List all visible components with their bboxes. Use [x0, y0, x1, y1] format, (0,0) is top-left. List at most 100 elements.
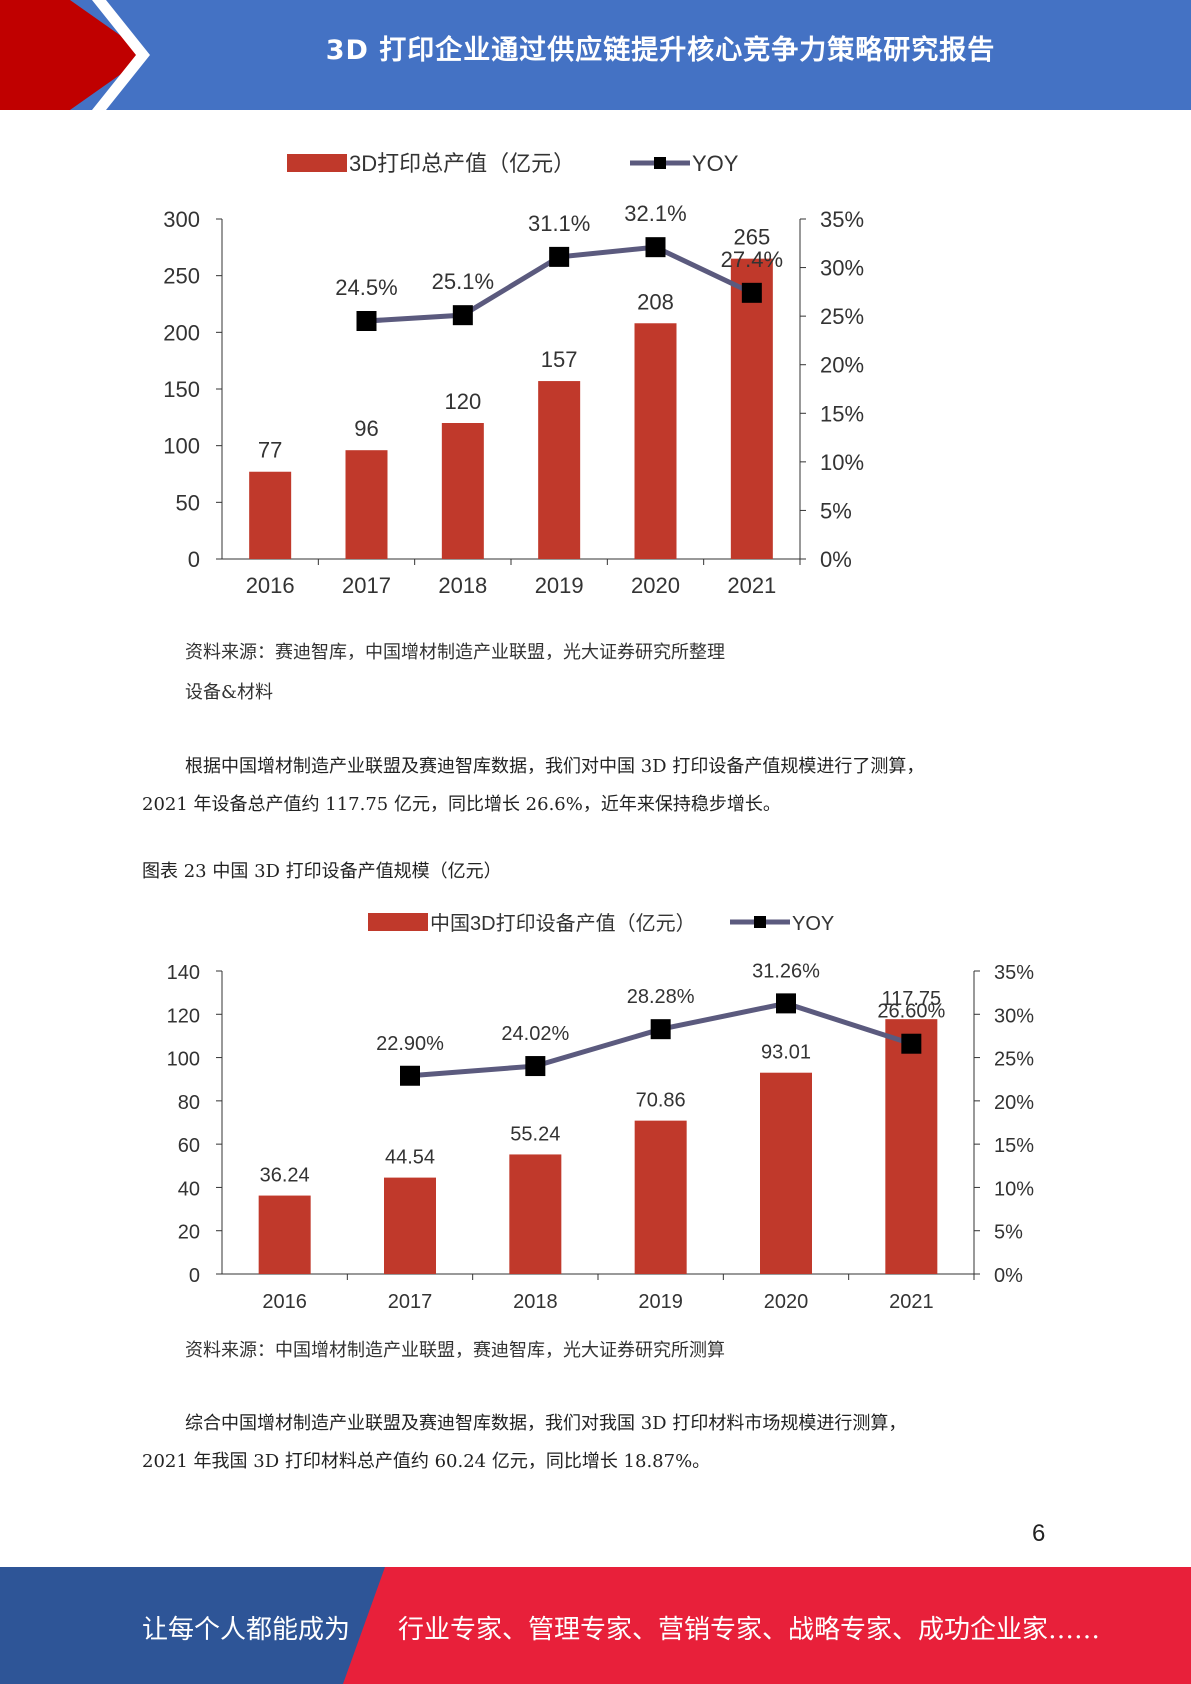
y-tick-label-left: 250: [163, 264, 200, 289]
yoy-marker: [650, 1019, 671, 1040]
x-tick-label: 2019: [535, 573, 584, 598]
y-tick-label-right: 5%: [994, 1222, 1023, 1244]
legend-line-marker: [654, 157, 666, 169]
legend-line-label: YOY: [692, 151, 739, 176]
yoy-value-label: 24.02%: [501, 1023, 569, 1045]
y-tick-label-left: 20: [178, 1222, 200, 1244]
yoy-value-label: 32.1%: [624, 201, 686, 226]
bar: [509, 1154, 562, 1274]
section-heading: 设备&材料: [185, 682, 274, 703]
y-tick-label-right: 15%: [994, 1135, 1034, 1157]
footer-slogan-right: 行业专家、管理专家、营销专家、战略专家、成功企业家……: [398, 1615, 1101, 1645]
legend-line-label: YOY: [792, 913, 834, 935]
yoy-marker: [549, 246, 570, 267]
x-tick-label: 2021: [727, 573, 776, 598]
bar-value-label: 70.86: [636, 1090, 686, 1112]
y-tick-label-right: 25%: [820, 304, 864, 329]
bar: [538, 381, 581, 559]
y-tick-label-left: 120: [167, 1005, 200, 1027]
y-tick-label-right: 30%: [820, 256, 864, 281]
yoy-marker: [452, 305, 473, 326]
y-tick-label-left: 200: [163, 320, 200, 345]
y-tick-label-left: 300: [163, 207, 200, 232]
y-tick-label-left: 100: [167, 1049, 200, 1071]
source-note-2: 资料来源：中国增材制造产业联盟，赛迪智库，光大证券研究所测算: [185, 1340, 725, 1361]
bar-value-label: 36.24: [260, 1165, 310, 1187]
y-tick-label-left: 140: [167, 962, 200, 984]
yoy-marker: [776, 993, 796, 1014]
yoy-value-label: 22.90%: [376, 1033, 444, 1055]
bar: [634, 1120, 687, 1274]
y-tick-label-left: 40: [178, 1178, 200, 1200]
chart-total-output-svg: 3D打印总产值（亿元） YOY 0 50 100 150 200 250 300 0% 5% 10% 1…: [163, 151, 864, 598]
bar-value-label: 77: [258, 438, 282, 463]
legend-bar-swatch: [368, 913, 428, 931]
yoy-value-label: 26.60%: [877, 1001, 945, 1023]
yoy-value-label: 31.1%: [528, 211, 590, 236]
source-note-1: 资料来源：赛迪智库，中国增材制造产业联盟，光大证券研究所整理: [185, 642, 725, 663]
y-tick-label-right: 15%: [820, 401, 864, 426]
y-tick-label-left: 0: [188, 547, 200, 572]
figure-caption: 图表 23 中国 3D 打印设备产值规模（亿元）: [142, 861, 502, 882]
bar-value-label: 157: [541, 347, 578, 372]
bar: [885, 1019, 938, 1274]
bar-value-label: 208: [637, 289, 674, 314]
report-title: 3D 打印企业通过供应链提升核心竞争力策略研究报告: [325, 35, 996, 66]
bar-value-label: 44.54: [385, 1147, 435, 1169]
y-tick-label-left: 0: [189, 1265, 200, 1287]
y-tick-label-right: 5%: [820, 498, 852, 523]
bar: [634, 323, 677, 559]
bar: [258, 1195, 311, 1274]
y-tick-label-right: 25%: [994, 1049, 1034, 1071]
x-tick-label: 2016: [246, 573, 295, 598]
bar-value-label: 93.01: [761, 1042, 811, 1064]
y-tick-label-right: 35%: [820, 207, 864, 232]
yoy-line: [409, 1000, 913, 1079]
y-tick-label-left: 80: [178, 1092, 200, 1114]
header-banner: 3D 打印企业通过供应链提升核心竞争力策略研究报告: [0, 0, 1191, 110]
y-tick-label-left: 60: [178, 1135, 200, 1157]
bar: [345, 450, 388, 559]
bar: [384, 1177, 436, 1274]
yoy-value-label: 28.28%: [627, 986, 695, 1008]
paragraph-materials: 综合中国增材制造产业联盟及赛迪智库数据，我们对我国 3D 打印材料市场规模进行测…: [142, 1405, 1042, 1481]
legend-line-marker: [754, 916, 766, 928]
y-tick-label-right: 35%: [994, 962, 1034, 984]
x-tick-label: 2016: [262, 1291, 307, 1313]
x-tick-label: 2019: [638, 1291, 683, 1313]
x-tick-label: 2020: [764, 1291, 809, 1313]
bar: [249, 471, 292, 559]
y-tick-label-right: 0%: [820, 547, 852, 572]
legend-bar-label: 中国3D打印设备产值（亿元）: [430, 912, 696, 935]
bar: [760, 1072, 812, 1274]
x-tick-label: 2020: [631, 573, 680, 598]
bar-value-label: 120: [444, 389, 481, 414]
y-tick-label-right: 0%: [994, 1265, 1023, 1287]
x-tick-label: 2018: [438, 573, 487, 598]
paragraph-materials-line2: 2021 年我国 3D 打印材料总产值约 60.24 亿元，同比增长 18.87…: [142, 1451, 711, 1472]
page-number: 6: [1032, 1520, 1046, 1547]
paragraph-equipment-line1: 根据中国增材制造产业联盟及赛迪智库数据，我们对中国 3D 打印设备产值规模进行了…: [185, 756, 925, 777]
footer-banner: 让每个人都能成为 行业专家、管理专家、营销专家、战略专家、成功企业家……: [0, 1567, 1191, 1684]
yoy-marker: [356, 311, 377, 331]
yoy-value-label: 27.4%: [721, 247, 783, 272]
chart-total-output: 3D打印总产值（亿元） YOY 0 50 100 150 200 250 300 0% 5% 10% 1…: [0, 135, 1191, 609]
paragraph-equipment: 根据中国增材制造产业联盟及赛迪智库数据，我们对中国 3D 打印设备产值规模进行了…: [142, 748, 1042, 824]
bar: [441, 423, 484, 559]
bar-value-label: 265: [733, 225, 770, 250]
yoy-value-label: 24.5%: [335, 275, 397, 300]
y-tick-label-left: 100: [163, 434, 200, 459]
bar-value-label: 117.75: [881, 988, 941, 1010]
yoy-marker: [525, 1056, 546, 1077]
yoy-marker: [741, 282, 762, 303]
bar-value-label: 55.24: [510, 1123, 560, 1145]
x-tick-label: 2018: [513, 1291, 558, 1313]
yoy-marker: [901, 1033, 922, 1054]
y-tick-label-right: 10%: [820, 450, 864, 475]
y-tick-label-left: 50: [176, 490, 200, 515]
paragraph-materials-line1: 综合中国增材制造产业联盟及赛迪智库数据，我们对我国 3D 打印材料市场规模进行测…: [185, 1413, 907, 1434]
legend-bar-swatch: [287, 154, 347, 172]
y-tick-label-right: 30%: [994, 1005, 1034, 1027]
footer-background: [0, 1567, 1191, 1684]
yoy-value-label: 25.1%: [432, 269, 494, 294]
